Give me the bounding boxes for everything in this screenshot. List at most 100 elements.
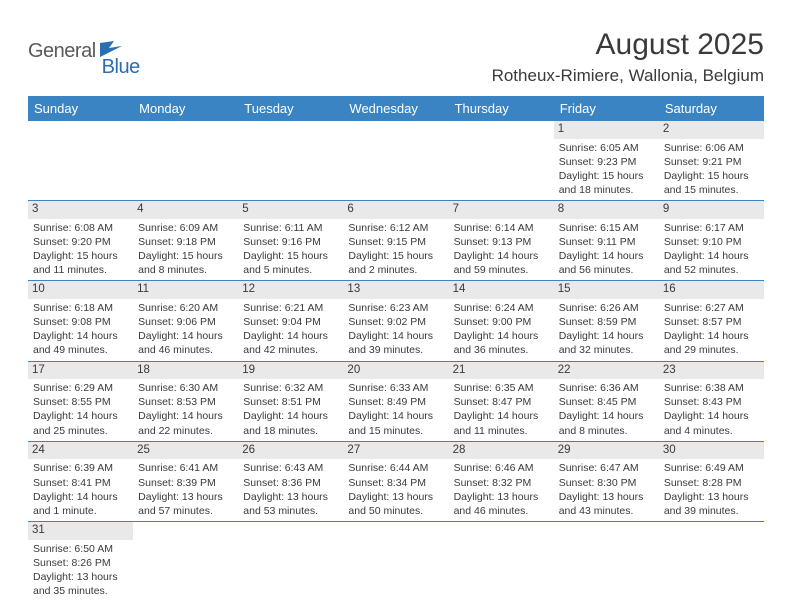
brand-part1: General <box>28 40 96 63</box>
day-header: Monday <box>133 96 238 121</box>
daylight-text: Daylight: 14 hours and 11 minutes. <box>454 409 549 437</box>
sunset-text: Sunset: 9:11 PM <box>559 235 654 249</box>
day-number: 8 <box>554 201 659 219</box>
sunrise-text: Sunrise: 6:20 AM <box>138 301 233 315</box>
day-header: Wednesday <box>343 96 448 121</box>
sunset-text: Sunset: 8:32 PM <box>454 476 549 490</box>
sunset-text: Sunset: 8:49 PM <box>348 395 443 409</box>
calendar-header-row: SundayMondayTuesdayWednesdayThursdayFrid… <box>28 96 764 121</box>
sunset-text: Sunset: 9:04 PM <box>243 315 338 329</box>
calendar-week-row: 24Sunrise: 6:39 AMSunset: 8:41 PMDayligh… <box>28 441 764 521</box>
sunset-text: Sunset: 8:57 PM <box>664 315 759 329</box>
calendar-day-cell: 30Sunrise: 6:49 AMSunset: 8:28 PMDayligh… <box>659 441 764 521</box>
daylight-text: Daylight: 13 hours and 46 minutes. <box>454 490 549 518</box>
calendar-week-row: 17Sunrise: 6:29 AMSunset: 8:55 PMDayligh… <box>28 361 764 441</box>
day-number: 17 <box>28 362 133 380</box>
sunrise-text: Sunrise: 6:21 AM <box>243 301 338 315</box>
calendar-empty-cell <box>133 121 238 201</box>
daylight-text: Daylight: 14 hours and 22 minutes. <box>138 409 233 437</box>
daylight-text: Daylight: 14 hours and 8 minutes. <box>559 409 654 437</box>
day-number: 31 <box>28 522 133 540</box>
day-number: 27 <box>343 442 448 460</box>
day-number: 21 <box>449 362 554 380</box>
daylight-text: Daylight: 14 hours and 29 minutes. <box>664 329 759 357</box>
brand-logo: General Blue <box>28 28 144 71</box>
sunset-text: Sunset: 9:21 PM <box>664 155 759 169</box>
day-number: 10 <box>28 281 133 299</box>
sunrise-text: Sunrise: 6:35 AM <box>454 381 549 395</box>
daylight-text: Daylight: 14 hours and 25 minutes. <box>33 409 128 437</box>
calendar-day-cell: 9Sunrise: 6:17 AMSunset: 9:10 PMDaylight… <box>659 201 764 281</box>
daylight-text: Daylight: 13 hours and 50 minutes. <box>348 490 443 518</box>
sunrise-text: Sunrise: 6:24 AM <box>454 301 549 315</box>
sunset-text: Sunset: 9:10 PM <box>664 235 759 249</box>
day-number: 4 <box>133 201 238 219</box>
sunrise-text: Sunrise: 6:46 AM <box>454 461 549 475</box>
daylight-text: Daylight: 14 hours and 56 minutes. <box>559 249 654 277</box>
calendar-day-cell: 3Sunrise: 6:08 AMSunset: 9:20 PMDaylight… <box>28 201 133 281</box>
sunset-text: Sunset: 8:43 PM <box>664 395 759 409</box>
daylight-text: Daylight: 15 hours and 2 minutes. <box>348 249 443 277</box>
calendar-empty-cell <box>554 522 659 602</box>
day-number: 6 <box>343 201 448 219</box>
daylight-text: Daylight: 14 hours and 32 minutes. <box>559 329 654 357</box>
calendar-day-cell: 7Sunrise: 6:14 AMSunset: 9:13 PMDaylight… <box>449 201 554 281</box>
sunrise-text: Sunrise: 6:49 AM <box>664 461 759 475</box>
day-number: 24 <box>28 442 133 460</box>
daylight-text: Daylight: 13 hours and 43 minutes. <box>559 490 654 518</box>
calendar-empty-cell <box>28 121 133 201</box>
brand-part2: Blue <box>102 56 140 79</box>
daylight-text: Daylight: 14 hours and 39 minutes. <box>348 329 443 357</box>
sunset-text: Sunset: 9:02 PM <box>348 315 443 329</box>
calendar-empty-cell <box>133 522 238 602</box>
daylight-text: Daylight: 15 hours and 11 minutes. <box>33 249 128 277</box>
day-number: 26 <box>238 442 343 460</box>
calendar-empty-cell <box>238 522 343 602</box>
daylight-text: Daylight: 14 hours and 59 minutes. <box>454 249 549 277</box>
day-number: 3 <box>28 201 133 219</box>
sunrise-text: Sunrise: 6:05 AM <box>559 141 654 155</box>
calendar-empty-cell <box>343 121 448 201</box>
sunrise-text: Sunrise: 6:29 AM <box>33 381 128 395</box>
sunset-text: Sunset: 8:59 PM <box>559 315 654 329</box>
calendar-empty-cell <box>238 121 343 201</box>
sunrise-text: Sunrise: 6:32 AM <box>243 381 338 395</box>
daylight-text: Daylight: 13 hours and 57 minutes. <box>138 490 233 518</box>
daylight-text: Daylight: 14 hours and 36 minutes. <box>454 329 549 357</box>
calendar-day-cell: 20Sunrise: 6:33 AMSunset: 8:49 PMDayligh… <box>343 361 448 441</box>
daylight-text: Daylight: 14 hours and 49 minutes. <box>33 329 128 357</box>
calendar-day-cell: 23Sunrise: 6:38 AMSunset: 8:43 PMDayligh… <box>659 361 764 441</box>
day-number: 14 <box>449 281 554 299</box>
calendar-day-cell: 21Sunrise: 6:35 AMSunset: 8:47 PMDayligh… <box>449 361 554 441</box>
sunset-text: Sunset: 8:39 PM <box>138 476 233 490</box>
sunrise-text: Sunrise: 6:06 AM <box>664 141 759 155</box>
day-number: 23 <box>659 362 764 380</box>
day-number: 7 <box>449 201 554 219</box>
sunrise-text: Sunrise: 6:08 AM <box>33 221 128 235</box>
calendar-day-cell: 8Sunrise: 6:15 AMSunset: 9:11 PMDaylight… <box>554 201 659 281</box>
sunset-text: Sunset: 8:28 PM <box>664 476 759 490</box>
sunrise-text: Sunrise: 6:43 AM <box>243 461 338 475</box>
sunrise-text: Sunrise: 6:39 AM <box>33 461 128 475</box>
daylight-text: Daylight: 14 hours and 15 minutes. <box>348 409 443 437</box>
sunrise-text: Sunrise: 6:33 AM <box>348 381 443 395</box>
calendar-day-cell: 15Sunrise: 6:26 AMSunset: 8:59 PMDayligh… <box>554 281 659 361</box>
sunrise-text: Sunrise: 6:47 AM <box>559 461 654 475</box>
calendar-body: 1Sunrise: 6:05 AMSunset: 9:23 PMDaylight… <box>28 121 764 601</box>
sunset-text: Sunset: 8:45 PM <box>559 395 654 409</box>
sunrise-text: Sunrise: 6:36 AM <box>559 381 654 395</box>
title-block: August 2025 Rotheux-Rimiere, Wallonia, B… <box>492 28 764 86</box>
sunrise-text: Sunrise: 6:26 AM <box>559 301 654 315</box>
calendar-table: SundayMondayTuesdayWednesdayThursdayFrid… <box>28 96 764 601</box>
day-number: 18 <box>133 362 238 380</box>
sunrise-text: Sunrise: 6:14 AM <box>454 221 549 235</box>
page-header: General Blue August 2025 Rotheux-Rimiere… <box>28 28 764 86</box>
calendar-day-cell: 11Sunrise: 6:20 AMSunset: 9:06 PMDayligh… <box>133 281 238 361</box>
calendar-day-cell: 5Sunrise: 6:11 AMSunset: 9:16 PMDaylight… <box>238 201 343 281</box>
calendar-day-cell: 13Sunrise: 6:23 AMSunset: 9:02 PMDayligh… <box>343 281 448 361</box>
day-number: 20 <box>343 362 448 380</box>
calendar-empty-cell <box>449 522 554 602</box>
daylight-text: Daylight: 14 hours and 42 minutes. <box>243 329 338 357</box>
calendar-day-cell: 29Sunrise: 6:47 AMSunset: 8:30 PMDayligh… <box>554 441 659 521</box>
calendar-day-cell: 26Sunrise: 6:43 AMSunset: 8:36 PMDayligh… <box>238 441 343 521</box>
